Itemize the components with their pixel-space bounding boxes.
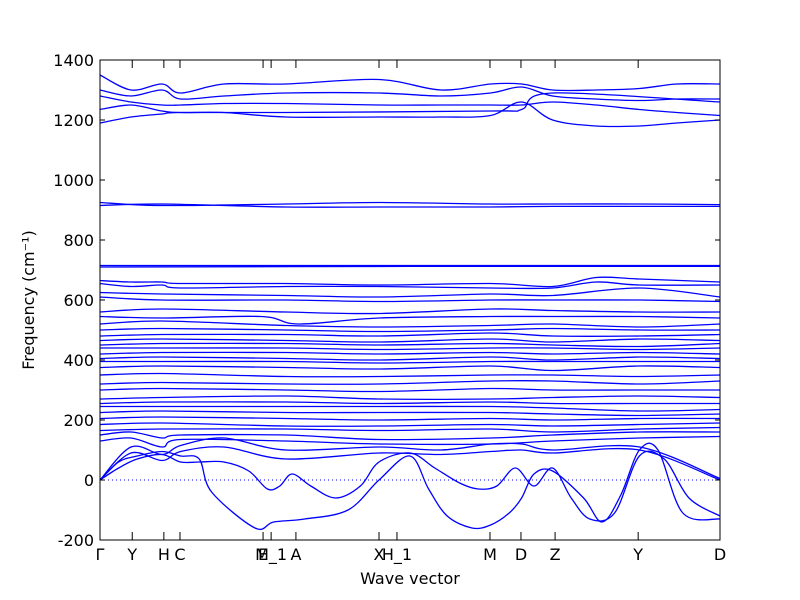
- x-tick-label: A: [290, 545, 301, 564]
- band-line-1: [100, 74, 720, 94]
- y-tick-label: 0: [84, 471, 94, 490]
- band-line-32: [100, 410, 720, 417]
- band-line-29: [100, 395, 720, 400]
- band-line-18: [100, 332, 720, 337]
- x-tick-label: M_1: [255, 545, 287, 565]
- band-line-24: [100, 360, 720, 364]
- band-line-20: [100, 342, 720, 348]
- y-tick-label: 1400: [53, 51, 94, 70]
- band-line-39: [100, 446, 720, 481]
- x-tick-label: C: [174, 545, 185, 564]
- band-line-2: [100, 86, 720, 102]
- x-tick-label: E: [258, 545, 268, 564]
- x-tick-label: D: [714, 545, 726, 564]
- band-line-36: [100, 431, 720, 441]
- series-layer: [100, 74, 720, 531]
- x-tick-label: Y: [632, 545, 643, 564]
- band-line-37: [100, 435, 720, 448]
- x-tick-label: Y: [126, 545, 137, 564]
- band-line-9: [100, 265, 720, 268]
- x-tick-label: Γ: [96, 545, 105, 564]
- band-line-15: [100, 315, 720, 325]
- x-tick-label: H: [158, 545, 170, 564]
- x-tick-label: X: [374, 545, 385, 564]
- y-tick-label: 1000: [53, 171, 94, 190]
- plot-frame: [99, 59, 721, 541]
- band-line-22: [100, 351, 720, 355]
- band-line-4: [100, 101, 720, 128]
- y-axis-ticks: -200 0 200 400 600 800 1000 1200 1400: [53, 51, 720, 550]
- band-line-28: [100, 387, 720, 393]
- y-tick-label: 200: [63, 411, 94, 430]
- band-line-17: [100, 327, 720, 333]
- band-line-31: [100, 405, 720, 412]
- band-line-27: [100, 379, 720, 385]
- x-tick-label: D: [515, 545, 527, 564]
- band-line-34: [100, 422, 720, 427]
- x-tick-label: Z: [550, 545, 561, 564]
- y-tick-label: -200: [58, 531, 94, 550]
- y-axis-label: Frequency (cm⁻¹): [19, 230, 38, 369]
- band-line-5: [100, 92, 720, 124]
- band-line-35: [100, 426, 720, 433]
- band-line-16: [100, 320, 720, 328]
- band-line-26: [100, 372, 720, 378]
- band-line-40: [100, 442, 720, 531]
- band-line-30: [100, 401, 720, 405]
- y-tick-label: 800: [63, 231, 94, 250]
- band-line-3: [100, 95, 720, 117]
- band-line-11: [100, 281, 720, 290]
- band-line-13: [100, 296, 720, 303]
- y-tick-label: 600: [63, 291, 94, 310]
- x-tick-label: H_1: [382, 545, 412, 565]
- x-axis-label: Wave vector: [360, 569, 460, 588]
- x-axis-ticks: Γ Y H C EM_1 A XH_1 M D Z Y D: [96, 60, 726, 565]
- y-tick-label: 400: [63, 351, 94, 370]
- y-tick-label: 1200: [53, 111, 94, 130]
- x-tick-label: M: [483, 545, 497, 564]
- band-line-23: [100, 356, 720, 361]
- band-line-33: [100, 416, 720, 421]
- band-line-6: [100, 201, 720, 207]
- band-line-12: [100, 287, 720, 298]
- band-line-14: [100, 308, 720, 315]
- band-line-19: [100, 338, 720, 343]
- band-line-41: [100, 450, 720, 522]
- band-line-7: [100, 203, 720, 208]
- band-line-25: [100, 365, 720, 372]
- band-line-21: [100, 347, 720, 351]
- band-line-10: [100, 276, 720, 288]
